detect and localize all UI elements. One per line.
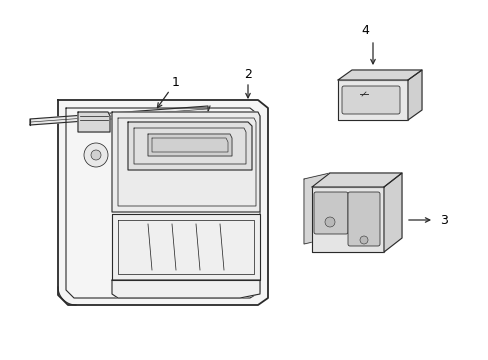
Polygon shape [311,187,383,252]
Circle shape [91,150,101,160]
Polygon shape [112,214,260,280]
Text: 1: 1 [172,76,180,89]
Text: 3: 3 [439,213,447,226]
FancyBboxPatch shape [341,86,399,114]
Text: 2: 2 [244,68,251,81]
Circle shape [325,217,334,227]
Polygon shape [112,112,260,212]
FancyBboxPatch shape [313,192,347,234]
Polygon shape [407,70,421,120]
Polygon shape [337,70,421,80]
Polygon shape [337,80,407,120]
Polygon shape [128,122,251,170]
Polygon shape [304,173,329,244]
FancyBboxPatch shape [347,192,379,246]
Circle shape [84,143,108,167]
Polygon shape [30,106,207,125]
Polygon shape [148,134,231,156]
Circle shape [359,236,367,244]
Polygon shape [112,280,260,298]
Polygon shape [311,173,401,187]
Polygon shape [58,100,267,305]
Text: 4: 4 [360,23,368,36]
Polygon shape [78,112,110,132]
Polygon shape [383,173,401,252]
